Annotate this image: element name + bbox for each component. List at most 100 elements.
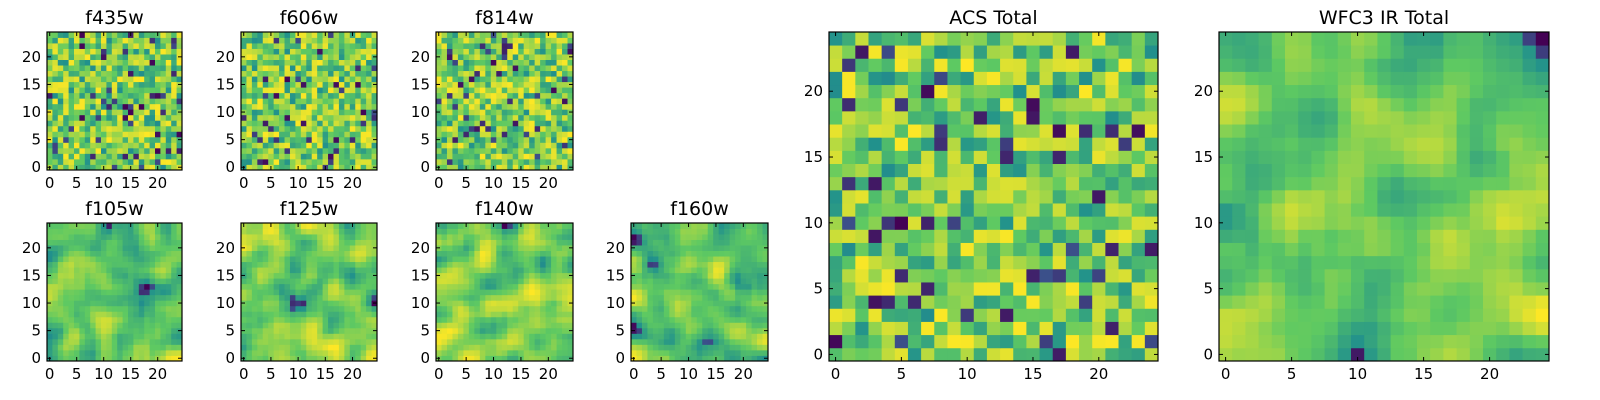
- heatmap-cell: [762, 344, 769, 351]
- heatmap-cell: [1131, 255, 1146, 270]
- heatmap-cell: [338, 272, 345, 279]
- heatmap-cell: [1000, 334, 1014, 349]
- heatmap-cell: [333, 327, 340, 334]
- heatmap-cell: [122, 32, 129, 38]
- heatmap-cell: [529, 344, 536, 351]
- heatmap-cell: [562, 267, 568, 274]
- heatmap-cell: [1144, 295, 1159, 309]
- heatmap-cell: [436, 283, 442, 290]
- heatmap-cell: [707, 223, 714, 229]
- heatmap-cell: [1079, 268, 1093, 283]
- heatmap-cell: [468, 311, 475, 318]
- heatmap-cell: [507, 283, 514, 290]
- heatmap-cell: [636, 223, 643, 229]
- heatmap-cell: [279, 142, 285, 149]
- heatmap-cell: [117, 333, 123, 340]
- heatmap-cell: [1052, 203, 1067, 217]
- heatmap-cell: [333, 316, 340, 323]
- heatmap-cell: [534, 48, 541, 55]
- heatmap-cell: [463, 239, 470, 246]
- heatmap-cell: [868, 176, 883, 191]
- heatmap-cell: [111, 333, 118, 340]
- heatmap-cell: [311, 344, 318, 351]
- heatmap-cell: [165, 32, 172, 38]
- heatmap-cell: [155, 142, 161, 149]
- heatmap-cell: [165, 59, 172, 66]
- heatmap-cell: [251, 131, 258, 138]
- heatmap-cell: [468, 272, 475, 279]
- heatmap-cell: [960, 308, 975, 322]
- heatmap-cell: [176, 256, 183, 263]
- heatmap-cell: [1026, 203, 1040, 217]
- heatmap-cell: [160, 109, 167, 116]
- heatmap-cell: [90, 289, 96, 296]
- heatmap-cell: [57, 349, 64, 356]
- heatmap-cell: [1118, 308, 1133, 322]
- heatmap-cell: [501, 344, 508, 351]
- heatmap-cell: [57, 322, 64, 329]
- heatmap-cell: [663, 355, 670, 362]
- heatmap-cell: [490, 250, 497, 257]
- heatmap-cell: [284, 114, 291, 121]
- heatmap-cell: [485, 59, 492, 66]
- heatmap-cell: [122, 239, 129, 246]
- heatmap-cell: [328, 142, 334, 149]
- heatmap-cell: [518, 54, 525, 60]
- heatmap-cell: [881, 295, 896, 309]
- heatmap-cell: [95, 114, 102, 121]
- heatmap-cell: [90, 311, 96, 318]
- heatmap-cell: [894, 334, 909, 349]
- x-tick-label: 5: [656, 365, 666, 383]
- heatmap-cell: [306, 147, 313, 154]
- heatmap-cell: [366, 344, 372, 351]
- heatmap-cell: [322, 109, 329, 116]
- heatmap-cell: [452, 81, 459, 88]
- heatmap-cell: [468, 344, 475, 351]
- heatmap-cell: [457, 344, 464, 351]
- heatmap-cell: [160, 250, 167, 257]
- heatmap-cell: [111, 267, 118, 274]
- heatmap-cell: [344, 228, 351, 235]
- heatmap-cell: [355, 322, 362, 329]
- heatmap-cell: [317, 37, 323, 44]
- heatmap-cell: [479, 153, 486, 160]
- heatmap-cell: [295, 87, 302, 94]
- heatmap-cell: [685, 322, 692, 329]
- heatmap-cell: [479, 136, 486, 143]
- heatmap-cell: [658, 289, 665, 296]
- heatmap-cell: [52, 87, 59, 94]
- heatmap-cell: [344, 322, 351, 329]
- heatmap-cell: [496, 333, 503, 340]
- heatmap-cell: [680, 289, 687, 296]
- heatmap-cell: [446, 272, 453, 279]
- heatmap-cell: [631, 239, 637, 246]
- heatmap-cell: [57, 250, 64, 257]
- heatmap-cell: [95, 300, 102, 307]
- heatmap-cell: [95, 87, 102, 94]
- heatmap-cell: [355, 114, 362, 121]
- heatmap-cell: [273, 239, 280, 246]
- heatmap-cell: [868, 229, 883, 243]
- heatmap-cell: [485, 289, 492, 296]
- heatmap-cell: [534, 228, 541, 235]
- heatmap-cell: [128, 59, 134, 66]
- heatmap-cell: [452, 311, 459, 318]
- heatmap-cell: [279, 223, 285, 229]
- heatmap-cell: [273, 338, 280, 345]
- heatmap-cell: [117, 272, 123, 279]
- heatmap-cell: [529, 355, 536, 362]
- heatmap-cell: [1013, 347, 1027, 362]
- heatmap-cell: [436, 311, 442, 318]
- heatmap-cell: [300, 267, 307, 274]
- heatmap-cell: [246, 87, 253, 94]
- heatmap-cell: [273, 136, 280, 143]
- heatmap-cell: [273, 311, 280, 318]
- heatmap-cell: [74, 65, 80, 72]
- heatmap-cell: [468, 54, 475, 60]
- heatmap-cell: [262, 344, 269, 351]
- heatmap-cell: [718, 256, 725, 263]
- heatmap-cell: [474, 327, 481, 334]
- heatmap-cell: [317, 70, 323, 77]
- heatmap-cell: [322, 114, 329, 121]
- heatmap-cell: [540, 114, 546, 121]
